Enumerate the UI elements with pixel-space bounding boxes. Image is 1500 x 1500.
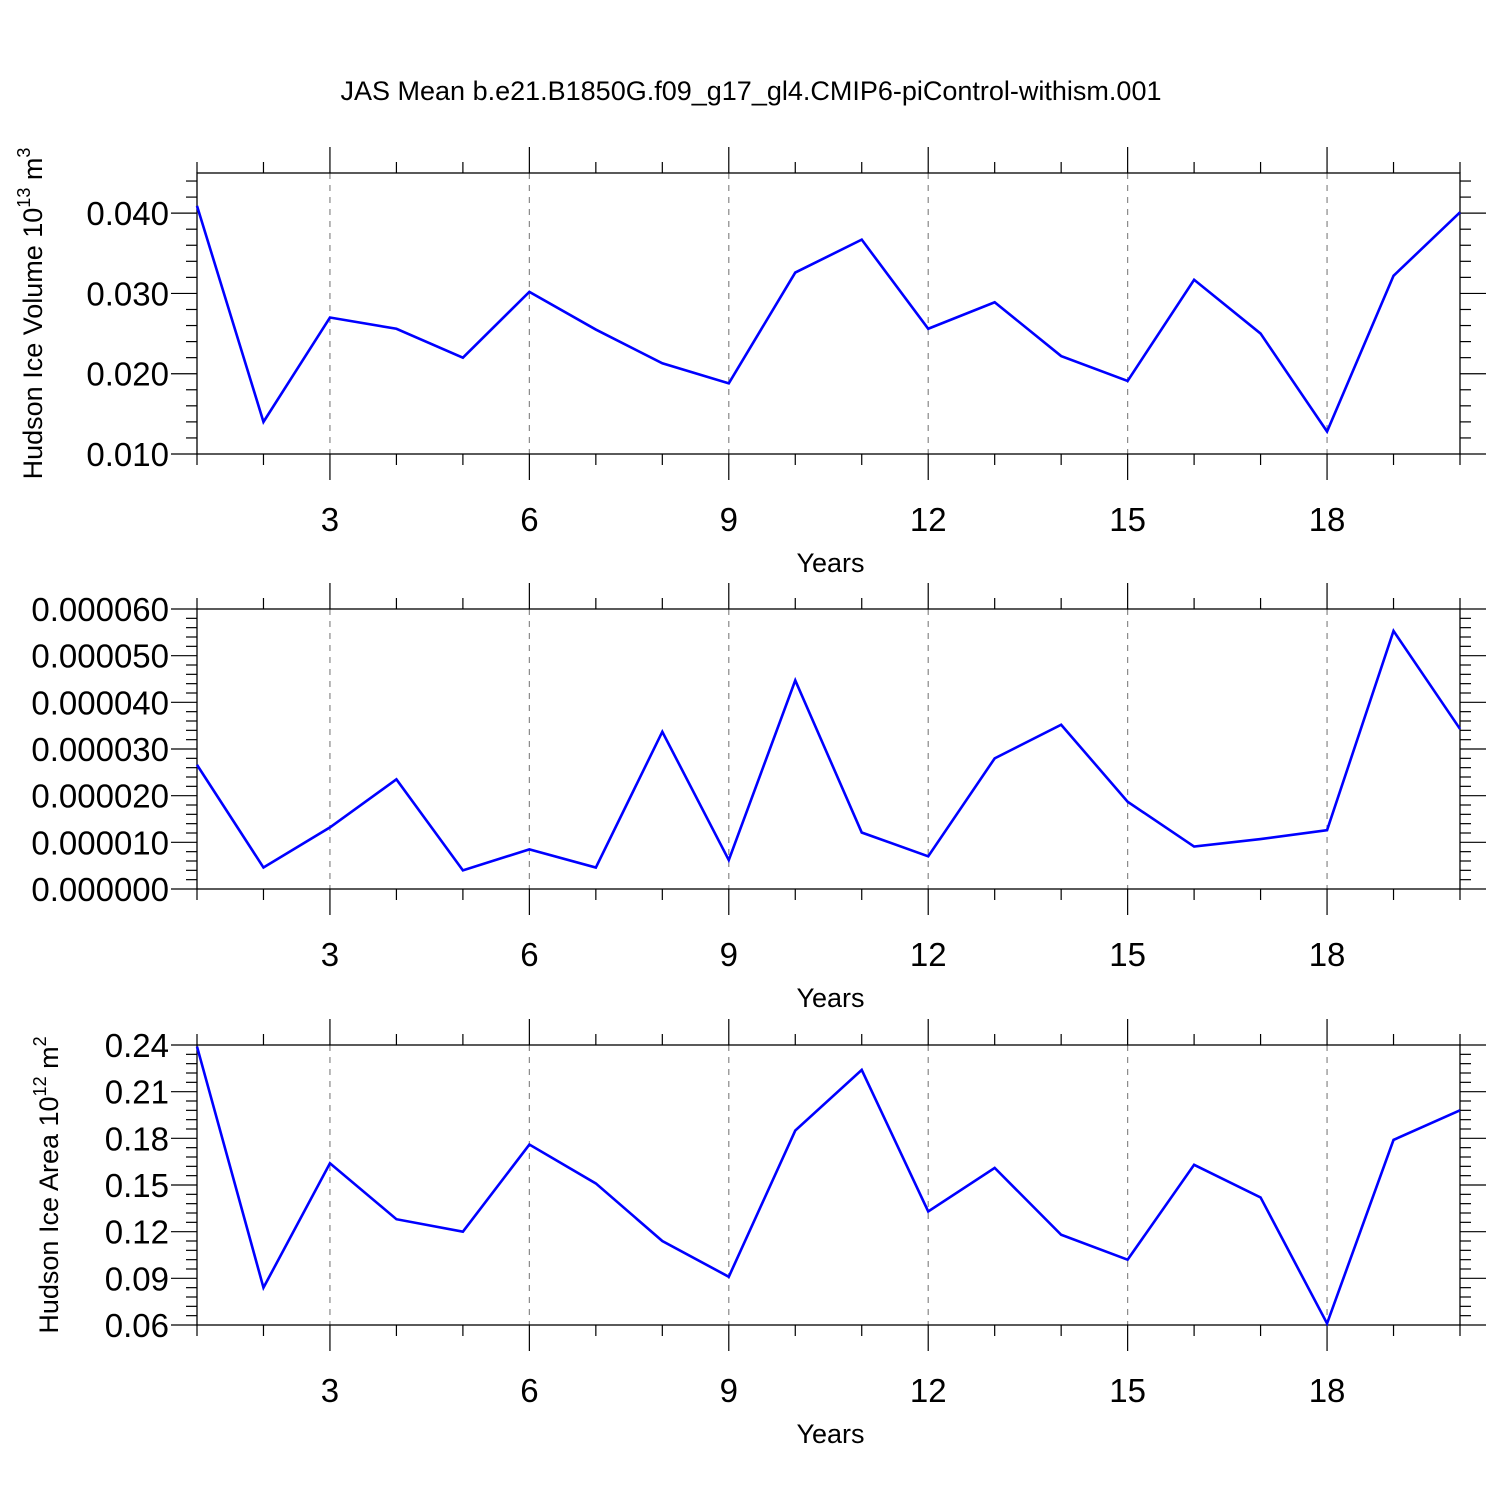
- x-tick-label: 6: [520, 501, 538, 538]
- x-tick-label: 15: [1109, 936, 1146, 973]
- chart-title: JAS Mean b.e21.B1850G.f09_g17_gl4.CMIP6-…: [341, 76, 1162, 106]
- x-tick-label: 9: [720, 1372, 738, 1409]
- y-tick-label: 0.000030: [31, 731, 169, 768]
- y-tick-label: 0.12: [105, 1214, 169, 1251]
- x-tick-label: 3: [321, 936, 339, 973]
- x-tick-label: 3: [321, 501, 339, 538]
- y-tick-label: 0.000040: [31, 684, 169, 721]
- series-line: [195, 628, 1462, 872]
- x-tick-label: 18: [1309, 501, 1346, 538]
- x-tick-label: 12: [910, 936, 947, 973]
- x-tick-label: 18: [1309, 936, 1346, 973]
- y-tick-label: 0.24: [105, 1027, 169, 1064]
- y-tick-label: 0.000020: [31, 778, 169, 815]
- x-tick-label: 18: [1309, 1372, 1346, 1409]
- y-tick-label: 0.000000: [31, 871, 169, 908]
- x-tick-label: 12: [910, 1372, 947, 1409]
- x-tick-label: 15: [1109, 1372, 1146, 1409]
- y-tick-label: 0.18: [105, 1120, 169, 1157]
- x-tick-label: 3: [321, 1372, 339, 1409]
- x-tick-label: 12: [910, 501, 947, 538]
- y-axis-label: Hudson Ice Volume 1013 m3: [14, 148, 48, 480]
- x-tick-label: 6: [520, 936, 538, 973]
- panel-top: 3 6 9 12 15 18 0.010 0.020 0.030 0.040 Years Hudson…: [14, 147, 1486, 578]
- x-axis-label: Years: [796, 983, 864, 1013]
- series-line: [195, 1046, 1461, 1327]
- panel-middle: 3 6 9 12 15 18 0.000000 0.000010 0.000020 0.00003…: [31, 583, 1486, 1013]
- x-axis-label: Years: [796, 1419, 864, 1449]
- x-tick-label: 9: [720, 936, 738, 973]
- y-tick-label: 0.06: [105, 1307, 169, 1344]
- y-tick-label: 0.21: [105, 1074, 169, 1111]
- y-tick-label: 0.040: [86, 195, 169, 232]
- y-tick-label: 0.000060: [31, 591, 169, 628]
- plot-frame: [196, 1044, 1461, 1326]
- plot-frame: [196, 608, 1461, 890]
- y-tick-label: 0.000010: [31, 824, 169, 861]
- series-line: [195, 205, 1461, 435]
- x-tick-label: 9: [720, 501, 738, 538]
- y-tick-label: 0.09: [105, 1260, 169, 1297]
- x-tick-label: 6: [520, 1372, 538, 1409]
- y-tick-label: 0.000050: [31, 638, 169, 675]
- panel-bottom: 3 6 9 12 15 18 0.06 0.09 0.12 0.15 0.18 0.21 0.24 Yea…: [30, 1019, 1486, 1449]
- x-tick-label: 15: [1109, 501, 1146, 538]
- y-axis-label: Hudson Ice Area 1012 m2: [30, 1036, 64, 1333]
- y-tick-label: 0.010: [86, 436, 169, 473]
- x-axis-label: Years: [796, 548, 864, 578]
- y-tick-label: 0.030: [86, 275, 169, 312]
- y-tick-label: 0.15: [105, 1167, 169, 1204]
- y-tick-label: 0.020: [86, 356, 169, 393]
- plot-frame: [196, 172, 1461, 455]
